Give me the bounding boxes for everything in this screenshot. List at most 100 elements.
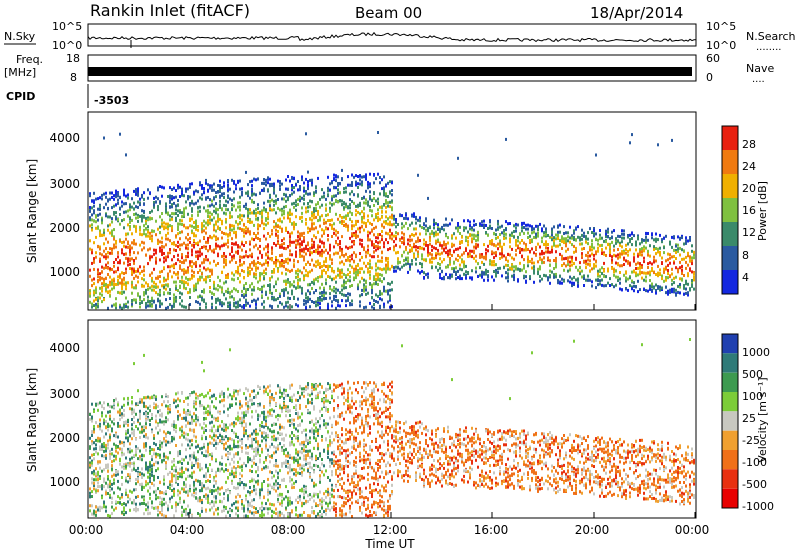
- echo-cell: [113, 235, 115, 239]
- echo-cell: [551, 250, 553, 254]
- echo-cell: [121, 241, 123, 244]
- echo-cell: [151, 255, 153, 259]
- echo-cell: [257, 225, 259, 229]
- echo-cell: [109, 514, 111, 518]
- echo-cell: [109, 267, 111, 271]
- echo-cell: [155, 233, 157, 237]
- echo-cell: [121, 278, 123, 282]
- echo-cell: [553, 267, 555, 270]
- echo-cell: [163, 256, 165, 260]
- echo-cell: [271, 251, 273, 255]
- echo-cell: [507, 259, 509, 263]
- power-colorbar-label: Power [dB]: [756, 181, 769, 241]
- echo-cell: [97, 485, 99, 489]
- echo-cell: [397, 261, 399, 265]
- echo-cell: [501, 274, 503, 278]
- echo-cell: [339, 261, 341, 265]
- echo-cell: [233, 180, 235, 184]
- echo-cell: [389, 298, 391, 302]
- echo-cell: [617, 248, 619, 251]
- echo-cell: [497, 235, 499, 239]
- echo-cell: [339, 272, 341, 276]
- echo-cell: [663, 236, 665, 240]
- echo-cell: [381, 223, 383, 227]
- echo-cell: [539, 257, 541, 261]
- echo-cell: [517, 246, 519, 250]
- echo-cell: [561, 235, 563, 239]
- echo-cell: [119, 447, 121, 451]
- echo-cell: [131, 241, 133, 245]
- echo-cell: [577, 225, 579, 229]
- echo-cell: [245, 250, 247, 254]
- echo-cell: [321, 252, 323, 256]
- echo-cell: [461, 235, 463, 239]
- echo-cell: [563, 225, 565, 229]
- echo-cell: [395, 237, 397, 241]
- echo-cell: [305, 206, 307, 210]
- echo-cell: [109, 424, 111, 428]
- echo-cell: [261, 209, 263, 213]
- echo-cell: [217, 208, 219, 212]
- echo-cell: [677, 243, 679, 247]
- echo-cell: [505, 263, 507, 267]
- echo-cell: [323, 260, 325, 264]
- echo-cell: [287, 257, 289, 261]
- echo-cell: [215, 229, 217, 233]
- echo-cell: [545, 250, 547, 254]
- echo-cell: [285, 267, 287, 271]
- echo-cell: [565, 237, 567, 241]
- echo-cell: [309, 227, 311, 231]
- echo-cell: [133, 261, 135, 265]
- echo-cell: [93, 425, 95, 428]
- echo-cell: [401, 236, 403, 240]
- echo-cell: [383, 203, 385, 206]
- echo-cell: [499, 225, 501, 229]
- echo-cell: [203, 258, 205, 262]
- echo-cell: [627, 249, 629, 253]
- power-colorbar-segment: [722, 246, 738, 270]
- echo-cell: [405, 213, 407, 217]
- echo-cell: [369, 238, 371, 242]
- echo-cell: [115, 444, 117, 448]
- echo-cell: [397, 266, 399, 270]
- echo-cell: [261, 215, 263, 219]
- echo-cell: [125, 432, 127, 436]
- echo-cell: [197, 213, 199, 217]
- echo-cell: [139, 305, 141, 309]
- echo-cell: [113, 454, 115, 458]
- echo-cell: [285, 288, 287, 292]
- echo-cell: [119, 222, 121, 226]
- echo-cell: [355, 209, 357, 213]
- echo-cell: [179, 296, 181, 299]
- echo-cell: [115, 506, 117, 510]
- echo-cell: [89, 224, 91, 228]
- echo-cell: [247, 211, 249, 215]
- echo-cell: [207, 211, 209, 215]
- echo-cell: [123, 441, 125, 445]
- echo-cell: [589, 259, 591, 263]
- echo-cell: [673, 235, 675, 239]
- echo-cell: [199, 306, 201, 310]
- echo-cell: [155, 219, 157, 223]
- echo-cell: [93, 472, 95, 476]
- echo-cell: [375, 248, 377, 252]
- echo-cell: [89, 194, 91, 198]
- echo-cell: [385, 205, 387, 209]
- echo-cell: [451, 244, 453, 248]
- echo-cell: [91, 305, 93, 309]
- echo-cell: [479, 273, 481, 277]
- echo-cell: [205, 280, 207, 284]
- echo-cell: [125, 232, 127, 236]
- echo-cell: [379, 297, 381, 301]
- echo-cell: [317, 259, 319, 263]
- echo-cell: [215, 220, 217, 224]
- echo-cell: [133, 207, 135, 211]
- echo-cell: [357, 271, 359, 275]
- echo-cell: [239, 187, 241, 191]
- echo-cell: [465, 249, 467, 252]
- echo-cell: [295, 203, 297, 207]
- power-colorbar-segment: [722, 270, 738, 294]
- echo-cell: [379, 217, 381, 221]
- echo-cell: [287, 230, 289, 234]
- echo-cell: [117, 472, 119, 476]
